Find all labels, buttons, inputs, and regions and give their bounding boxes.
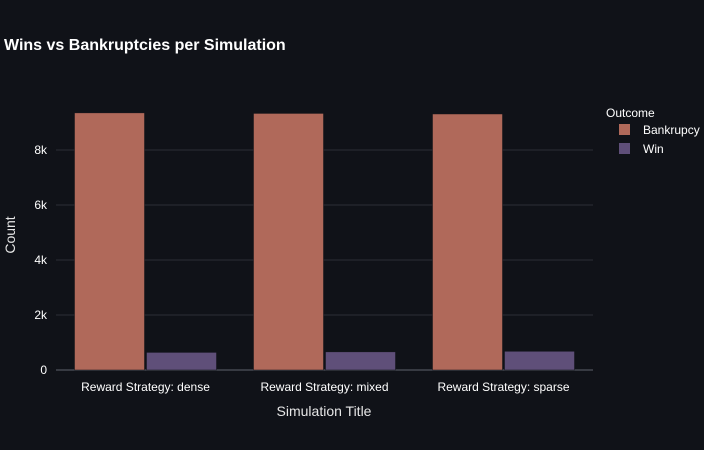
x-tick-label: Reward Strategy: sparse [437, 380, 569, 394]
bar-win-1[interactable] [325, 351, 396, 371]
bar-bankrupcy-0[interactable] [74, 112, 145, 371]
bar-bankrupcy-2[interactable] [432, 113, 503, 371]
chart-title: Wins vs Bankruptcies per Simulation [4, 37, 286, 54]
bar-bankrupcy-1[interactable] [253, 113, 324, 371]
bar-win-2[interactable] [504, 351, 575, 371]
y-axis-ticks: 0 2k 4k 6k 8k [34, 143, 48, 377]
bar-win-0[interactable] [146, 352, 217, 371]
legend-swatch-win[interactable] [619, 143, 630, 154]
x-axis-title: Simulation Title [277, 403, 372, 419]
legend-label-win[interactable]: Win [643, 142, 664, 156]
x-tick-label: Reward Strategy: dense [81, 380, 210, 394]
bars-layer [74, 112, 575, 371]
y-axis-title: Count [2, 216, 18, 253]
y-tick-label: 2k [34, 308, 48, 322]
x-axis-ticks: Reward Strategy: dense Reward Strategy: m… [81, 380, 570, 394]
legend-swatch-bankrupcy[interactable] [619, 124, 630, 135]
legend-label-bankrupcy[interactable]: Bankrupcy [643, 123, 700, 137]
x-tick-label: Reward Strategy: mixed [260, 380, 388, 394]
legend-title: Outcome [606, 106, 655, 120]
grid-layer [56, 149, 593, 371]
y-tick-label: 4k [34, 253, 48, 267]
legend[interactable]: Outcome Bankrupcy Win [606, 106, 700, 156]
y-tick-label: 6k [34, 198, 48, 212]
y-tick-label: 8k [34, 143, 48, 157]
y-tick-label: 0 [40, 363, 47, 377]
